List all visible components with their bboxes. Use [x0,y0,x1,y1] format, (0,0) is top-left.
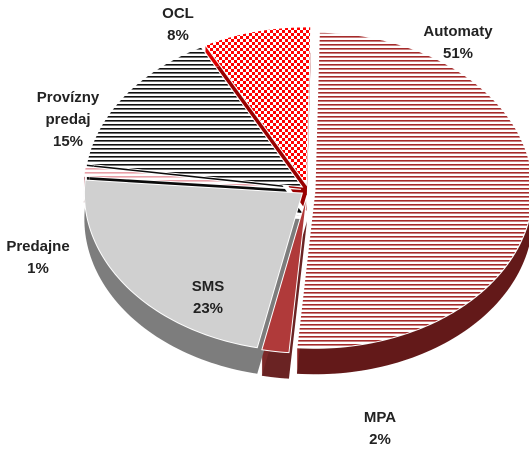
data-label-value: 15% [53,133,83,150]
data-label-value: 8% [167,27,189,44]
data-label-value: 1% [27,260,49,277]
wedge [261,195,308,354]
data-label-name: Automaty [423,23,493,40]
data-label-name: MPA [364,409,396,426]
data-label-value: 23% [193,300,223,317]
wedge [83,179,304,349]
data-label-name: Provízny predaj [37,89,100,128]
data-label-name: OCL [162,5,194,22]
wedge [296,31,529,349]
data-label-name: SMS [192,278,225,295]
data-label-value: 2% [369,431,391,448]
data-label-value: 51% [443,45,473,62]
wedge [85,46,304,188]
wedge [204,26,312,187]
data-label-name: Predajne [6,238,69,255]
wedge [83,165,302,190]
